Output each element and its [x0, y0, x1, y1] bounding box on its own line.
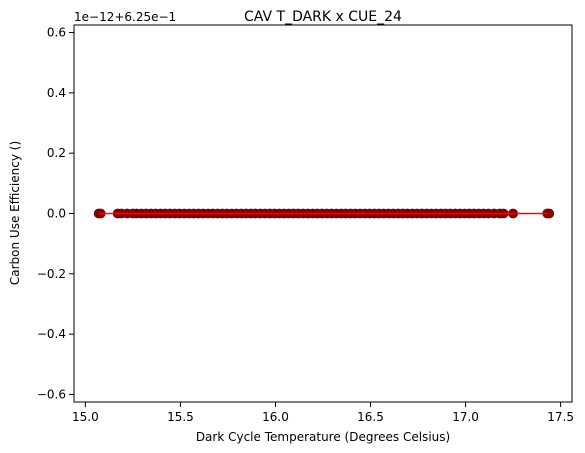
- y-offset-label: 1e−12+6.25e−1: [74, 10, 176, 24]
- y-tick-label: 0.4: [47, 86, 66, 100]
- x-tick-label: 16.0: [262, 410, 289, 424]
- y-tick-label: −0.6: [37, 387, 66, 401]
- y-tick-label: 0.6: [47, 26, 66, 40]
- y-tick-label: −0.4: [37, 327, 66, 341]
- x-axis-ticks: 15.0 15.5 16.0 16.5 17.0 17.5: [72, 402, 574, 424]
- y-axis-ticks: −0.6 −0.4 −0.2 0.0 0.2 0.4 0.6: [37, 26, 74, 401]
- x-tick-label: 17.5: [547, 410, 574, 424]
- x-tick-label: 15.0: [72, 410, 99, 424]
- x-tick-label: 15.5: [167, 410, 194, 424]
- chart-title: CAV T_DARK x CUE_24: [244, 9, 402, 25]
- y-tick-label: 0.2: [47, 146, 66, 160]
- y-tick-label: 0.0: [47, 207, 66, 221]
- x-tick-label: 16.5: [357, 410, 384, 424]
- y-tick-label: −0.2: [37, 267, 66, 281]
- x-axis-label: Dark Cycle Temperature (Degrees Celsius): [196, 430, 450, 444]
- x-tick-label: 17.0: [452, 410, 479, 424]
- y-axis-label: Carbon Use Efficiency (): [8, 141, 22, 285]
